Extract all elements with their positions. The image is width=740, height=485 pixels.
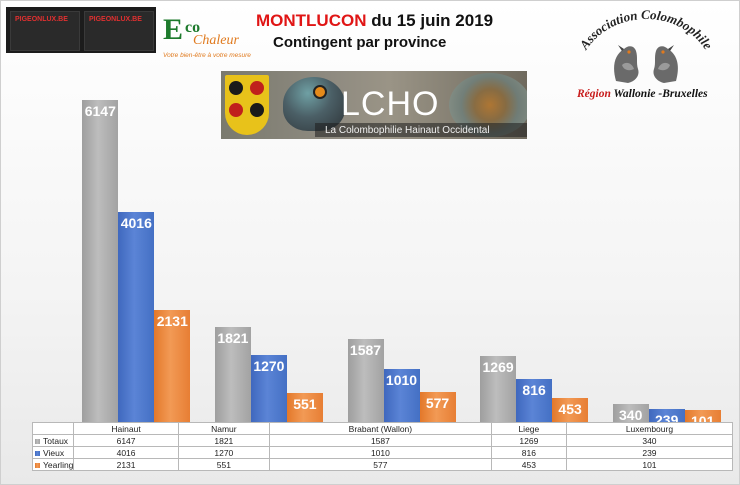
- table-cell: 453: [490, 458, 567, 471]
- pigeon-head-icon: [283, 77, 345, 131]
- table-cell: 577: [268, 458, 492, 471]
- bar-vieux: [516, 379, 553, 422]
- pigeon-eye-icon: [313, 85, 327, 99]
- bar-totaux: [214, 326, 251, 422]
- data-label: 453: [558, 401, 582, 418]
- eco-logo-tagline: Votre bien-être à votre mesure: [163, 52, 251, 59]
- legend-swatch-yearling: [35, 462, 40, 468]
- bar-totaux: [480, 355, 517, 422]
- legend-entry-yearling: Yearling: [31, 458, 75, 471]
- association-region-word: Région: [577, 88, 611, 100]
- ecochaleur-logo[interactable]: E co Chaleur Votre bien-être à votre mes…: [163, 11, 263, 63]
- svg-text:Association Colombophile: Association Colombophile: [576, 9, 716, 53]
- table-cell: 6147: [73, 434, 179, 447]
- category-label: Luxembourg: [565, 422, 734, 435]
- title-date: du 15 juin 2019: [371, 11, 494, 30]
- pigeonlux-banner[interactable]: PIGEONLUX.BE PIGEONLUX.BE: [6, 7, 156, 53]
- bar-yearling: [419, 391, 456, 422]
- lcho-banner[interactable]: LCHO La Colombophilie Hainaut Occidental: [221, 71, 527, 139]
- data-label: 340: [619, 407, 643, 424]
- table-cell: 4016: [73, 446, 179, 459]
- category-label: Namur: [177, 422, 270, 435]
- hainaut-shield-icon: [225, 75, 269, 135]
- association-logo-graphic: Association Colombophile: [576, 7, 716, 83]
- data-label: 1270: [253, 358, 285, 375]
- legend-swatch-totaux: [35, 438, 40, 444]
- table-cell: 101: [565, 458, 734, 471]
- data-label: 6147: [84, 103, 116, 119]
- table-cell: 551: [177, 458, 270, 471]
- lcho-title: LCHO: [341, 85, 440, 123]
- bar-vieux: [118, 211, 155, 422]
- legend-label-yearling: Yearling: [43, 459, 74, 470]
- table-cell: 1010: [268, 446, 492, 459]
- lcho-subtitle: La Colombophilie Hainaut Occidental: [325, 125, 490, 136]
- legend-label-vieux: Vieux: [43, 447, 65, 458]
- pigeonlux-panel-right: PIGEONLUX.BE: [84, 11, 154, 51]
- bar-yearling: [286, 393, 323, 422]
- data-label: 577: [425, 394, 450, 411]
- association-bruxelles-word: Bruxelles: [662, 88, 708, 100]
- data-label: 816: [522, 382, 546, 399]
- title-city: MONTLUCON: [256, 11, 367, 30]
- eco-logo-letter: E: [163, 13, 184, 46]
- bar-totaux: [612, 404, 649, 422]
- legend-swatch-vieux: [35, 450, 40, 456]
- table-cell: 1587: [268, 434, 492, 447]
- pigeonlux-logo-text-1: PIGEONLUX.BE: [15, 16, 68, 23]
- table-row-vieux: Vieux 4016 1270 1010 816 239: [31, 446, 734, 459]
- bar-totaux: [347, 338, 384, 422]
- table-cell: 1821: [177, 434, 270, 447]
- legend-label-totaux: Totaux: [43, 435, 69, 446]
- bar-vieux: [250, 355, 287, 422]
- data-table: Hainaut Namur Brabant (Wallon) Liege Lux…: [31, 422, 734, 471]
- chart-title: MONTLUCON du 15 juin 2019: [256, 11, 493, 31]
- table-cell: 239: [565, 446, 734, 459]
- table-corner-cell: [31, 422, 75, 435]
- bar-yearling: [552, 398, 589, 422]
- table-row-totaux: Totaux 6147 1821 1587 1269 340: [31, 434, 734, 447]
- category-label: Hainaut: [73, 422, 179, 435]
- data-label: 1821: [217, 329, 249, 346]
- data-label: 2131: [156, 313, 188, 330]
- legend-entry-totaux: Totaux: [31, 434, 75, 447]
- lcho-subtitle-bar: [315, 123, 527, 137]
- association-wallonie-word: Wallonie: [613, 88, 656, 100]
- pigeonlux-logo-text-2: PIGEONLUX.BE: [89, 16, 142, 23]
- pigeon-pair-icon: [614, 45, 678, 83]
- bar-yearling: [684, 410, 721, 422]
- data-label: 4016: [120, 214, 152, 231]
- data-label: 1269: [482, 358, 514, 375]
- data-label: 1587: [349, 341, 382, 358]
- legend-entry-vieux: Vieux: [31, 446, 75, 459]
- category-label: Liege: [490, 422, 567, 435]
- association-arc-text: Association Colombophile: [576, 7, 716, 53]
- table-header-row: Hainaut Namur Brabant (Wallon) Liege Lux…: [31, 422, 734, 435]
- table-cell: 1270: [177, 446, 270, 459]
- table-cell: 1269: [490, 434, 567, 447]
- eco-logo-co: co: [185, 19, 201, 36]
- bar-vieux: [648, 409, 685, 422]
- data-label: 1010: [385, 372, 418, 389]
- association-colombophile-logo[interactable]: Association Colombophile Région Wallonie…: [566, 7, 726, 109]
- chart-subtitle: Contingent par province: [273, 34, 447, 51]
- table-cell: 340: [565, 434, 734, 447]
- bar-totaux: [82, 100, 119, 422]
- category-label: Brabant (Wallon): [268, 422, 492, 435]
- data-label: 551: [293, 396, 317, 413]
- table-row-yearling: Yearling 2131 551 577 453 101: [31, 458, 734, 471]
- bar-yearling: [154, 310, 191, 422]
- pigeonlux-panel-left: PIGEONLUX.BE: [10, 11, 80, 51]
- association-region-text: Région Wallonie -Bruxelles: [577, 88, 708, 100]
- table-cell: 2131: [73, 458, 179, 471]
- eco-logo-chaleur: Chaleur: [193, 33, 239, 48]
- bar-vieux: [383, 369, 420, 422]
- table-cell: 816: [490, 446, 567, 459]
